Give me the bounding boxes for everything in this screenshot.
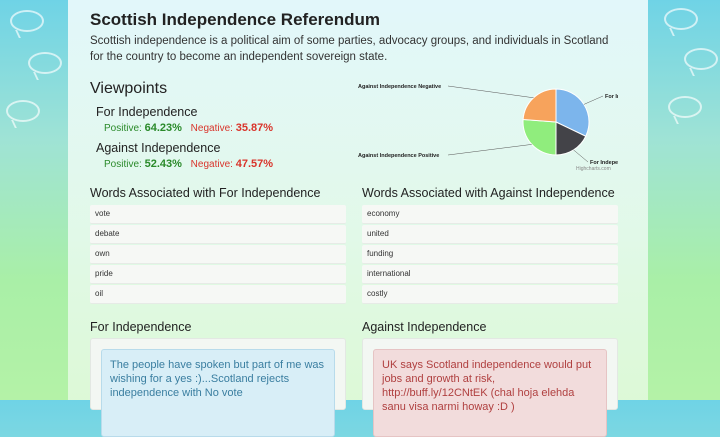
positive-label: Positive: (104, 159, 142, 170)
against-words-list: economy united funding international cos… (362, 205, 618, 305)
list-item: vote (90, 205, 346, 224)
list-item: costly (362, 285, 618, 304)
for-tweet: The people have spoken but part of me wa… (101, 349, 335, 437)
pie-label: Against Independence Negative (358, 84, 441, 90)
against-tweets-panel: UK says Scotland independence would put … (362, 338, 618, 437)
chart-credit: Highcharts.com (576, 166, 611, 172)
pie-label: For Independence Negative (590, 160, 618, 166)
list-item: pride (90, 265, 346, 284)
bubble-decoration (684, 48, 718, 70)
pie-label: Against Independence Positive (358, 153, 439, 159)
pie-connector (447, 85, 534, 99)
against-section-title: Against Independence (362, 320, 487, 334)
for-independence-stats: Positive: 64.23% Negative: 35.87% (104, 122, 273, 134)
positive-label: Positive: (104, 123, 142, 134)
bubble-decoration (668, 96, 702, 118)
for-tweets-panel: The people have spoken but part of me wa… (90, 338, 346, 437)
for-words-list: vote debate own pride oil (90, 205, 346, 305)
pie-connector (447, 144, 532, 156)
against-independence-stats: Positive: 52.43% Negative: 47.57% (104, 158, 273, 170)
bubble-decoration (10, 10, 44, 32)
list-item: debate (90, 225, 346, 244)
for-positive-value: 64.23% (144, 122, 182, 134)
list-item: own (90, 245, 346, 264)
pie-connector (573, 149, 589, 163)
pie-label: For Independence Positive (605, 94, 618, 100)
for-independence-label: For Independence (96, 105, 198, 119)
page-title: Scottish Independence Referendum (90, 10, 380, 29)
bubble-decoration (6, 100, 40, 122)
pie-slice[interactable] (522, 88, 557, 123)
negative-label: Negative: (190, 123, 233, 134)
against-tweet: UK says Scotland independence would put … (373, 349, 607, 437)
list-item: oil (90, 285, 346, 304)
sentiment-pie-chart: For Independence Positive For Independenc… (358, 84, 618, 166)
against-negative-value: 47.57% (235, 158, 274, 170)
pie-slice[interactable] (522, 118, 557, 156)
main-panel: Scottish Independence Referendum Scottis… (68, 0, 648, 437)
against-words-title: Words Associated with Against Independen… (362, 186, 615, 200)
against-positive-value: 52.43% (144, 158, 182, 170)
against-independence-label: Against Independence (96, 141, 221, 155)
pie-connector (583, 95, 604, 105)
page-description: Scottish independence is a political aim… (90, 35, 609, 63)
list-item: international (362, 265, 618, 284)
for-words-title: Words Associated with For Independence (90, 186, 321, 200)
viewpoints-heading: Viewpoints (90, 80, 168, 97)
bubble-decoration (28, 52, 62, 74)
list-item: united (362, 225, 618, 244)
bubble-decoration (664, 8, 698, 30)
list-item: funding (362, 245, 618, 264)
for-section-title: For Independence (90, 320, 192, 334)
for-negative-value: 35.87% (235, 122, 274, 134)
list-item: economy (362, 205, 618, 224)
negative-label: Negative: (190, 159, 233, 170)
